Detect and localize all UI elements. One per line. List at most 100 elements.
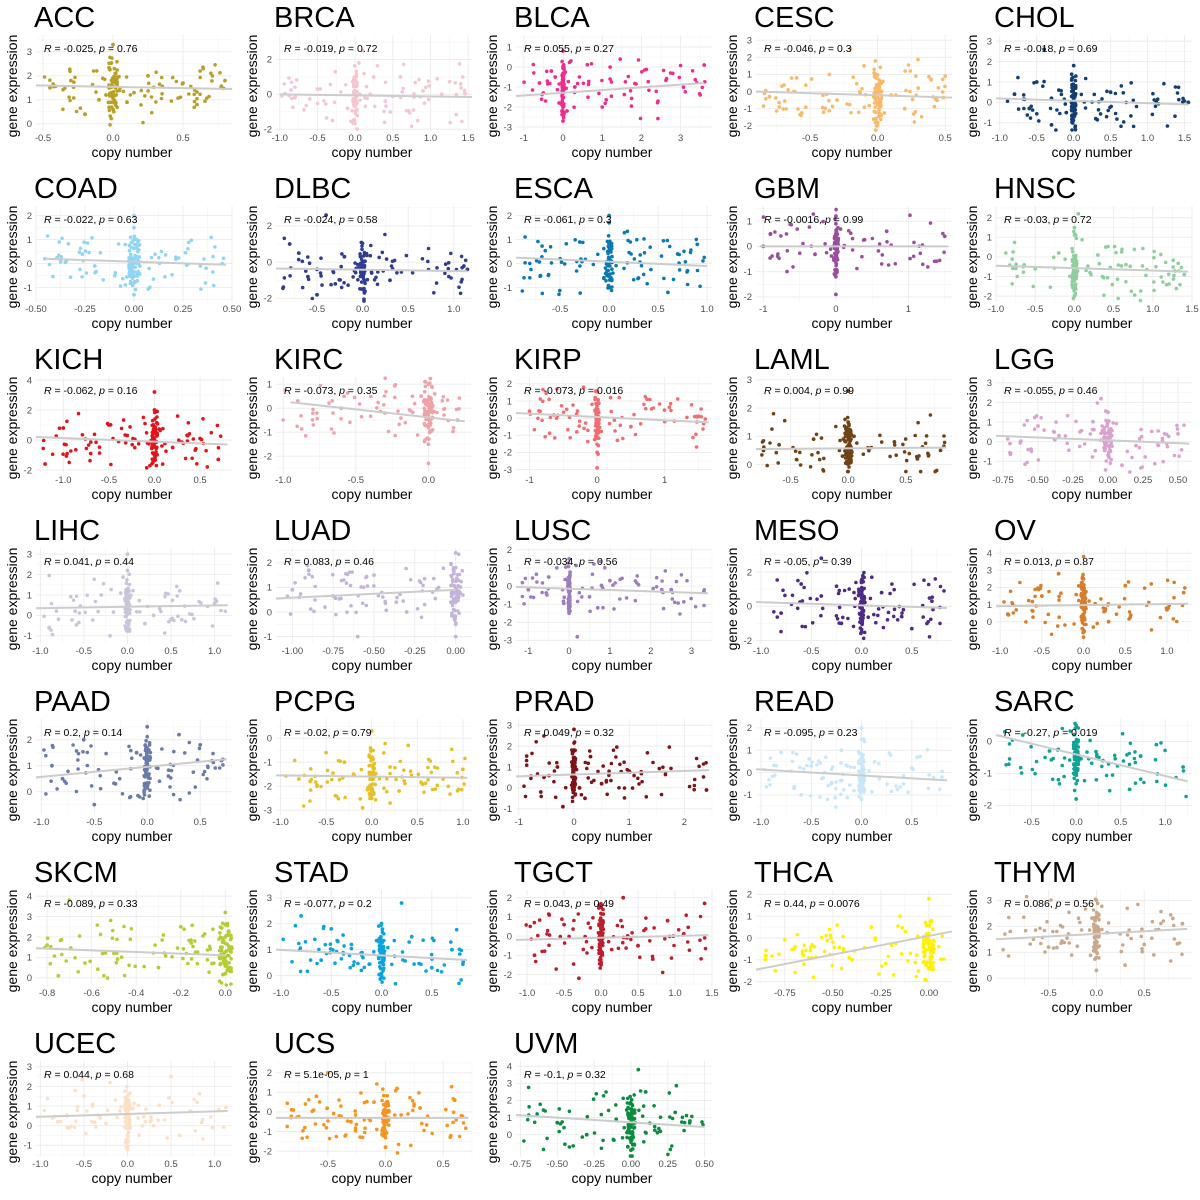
data-point <box>624 596 629 600</box>
data-point <box>686 925 690 930</box>
data-point <box>372 584 376 588</box>
data-point <box>860 622 864 627</box>
data-point <box>128 425 132 429</box>
data-point <box>699 957 703 961</box>
data-point <box>430 410 435 415</box>
data-point <box>394 600 399 604</box>
data-point <box>846 616 850 621</box>
data-point <box>57 426 62 430</box>
data-point <box>700 85 705 90</box>
data-point <box>202 257 206 261</box>
data-point <box>877 777 882 781</box>
data-point <box>1073 276 1078 281</box>
data-point <box>357 61 361 65</box>
data-point <box>1048 106 1053 111</box>
points-prad <box>522 727 709 809</box>
data-point <box>111 610 116 614</box>
data-point <box>561 73 565 78</box>
data-point <box>430 428 435 432</box>
data-point <box>902 450 907 454</box>
data-point <box>927 635 932 639</box>
y-tick-label: 1 <box>507 42 512 53</box>
data-point <box>217 766 222 770</box>
data-point <box>577 240 582 244</box>
data-point <box>782 99 787 103</box>
data-point <box>878 102 883 106</box>
data-point <box>761 104 766 108</box>
data-point <box>908 89 912 94</box>
panel-thca: -0.75 -0.50 -0.25 0.00 -2 -1 0 1 2 R = 0.44, p = … <box>720 855 960 1026</box>
data-point <box>177 732 181 737</box>
data-point <box>1138 777 1143 781</box>
data-point <box>454 927 459 932</box>
data-point <box>632 773 636 778</box>
data-point <box>330 399 334 403</box>
data-point <box>642 928 646 933</box>
data-point <box>930 595 934 599</box>
data-point <box>623 80 628 84</box>
x-tick-label: 0.5 <box>402 304 415 315</box>
data-point <box>370 772 374 776</box>
data-point <box>1103 468 1108 472</box>
data-point <box>683 260 688 264</box>
data-point <box>148 463 152 468</box>
data-point <box>1105 275 1110 280</box>
data-point <box>1133 760 1138 765</box>
data-point <box>408 769 413 773</box>
data-point <box>89 784 94 788</box>
data-point <box>776 252 780 256</box>
data-point <box>154 463 159 468</box>
data-point <box>618 762 622 767</box>
data-point <box>657 766 662 771</box>
data-point <box>187 791 192 795</box>
data-point <box>1121 759 1126 763</box>
data-point <box>319 784 323 789</box>
data-point <box>901 442 905 447</box>
data-point <box>77 934 82 938</box>
data-point <box>356 278 360 282</box>
data-point <box>74 789 79 794</box>
data-point <box>1165 578 1170 583</box>
data-point <box>1072 225 1077 230</box>
data-point <box>850 236 855 241</box>
data-point <box>930 964 934 969</box>
data-point <box>1075 768 1080 773</box>
data-point <box>539 97 544 101</box>
data-point <box>672 943 676 948</box>
data-point <box>435 783 440 788</box>
data-point <box>138 795 142 799</box>
data-point <box>770 254 774 258</box>
data-point <box>911 254 916 259</box>
data-point <box>183 250 188 255</box>
data-point <box>172 749 176 754</box>
data-point <box>1124 262 1128 267</box>
data-point <box>109 61 113 65</box>
x-axis-label: copy number <box>572 999 653 1015</box>
data-point <box>293 85 297 89</box>
data-point <box>198 92 202 97</box>
data-point <box>921 615 925 619</box>
data-point <box>926 965 930 970</box>
data-point <box>1008 452 1013 457</box>
x-tick-label: 0.0 <box>1077 646 1090 657</box>
x-tick-label: 1.0 <box>700 304 713 315</box>
y-tick-label: 3 <box>987 36 992 47</box>
data-point <box>884 229 889 234</box>
x-tick-label: 3 <box>689 646 694 657</box>
data-point <box>1072 294 1077 298</box>
data-point <box>600 78 604 83</box>
y-tick-label: 4 <box>27 375 32 386</box>
data-point <box>191 437 196 441</box>
data-point <box>73 75 77 80</box>
data-point <box>785 249 790 253</box>
regression-line <box>35 758 227 779</box>
data-point <box>369 748 373 753</box>
data-point <box>1159 741 1163 745</box>
data-point <box>77 250 82 254</box>
data-point <box>849 432 854 437</box>
data-point <box>915 457 920 461</box>
data-point <box>1062 756 1067 760</box>
regression-line <box>35 947 226 957</box>
data-point <box>1074 781 1078 786</box>
data-point <box>857 759 861 763</box>
